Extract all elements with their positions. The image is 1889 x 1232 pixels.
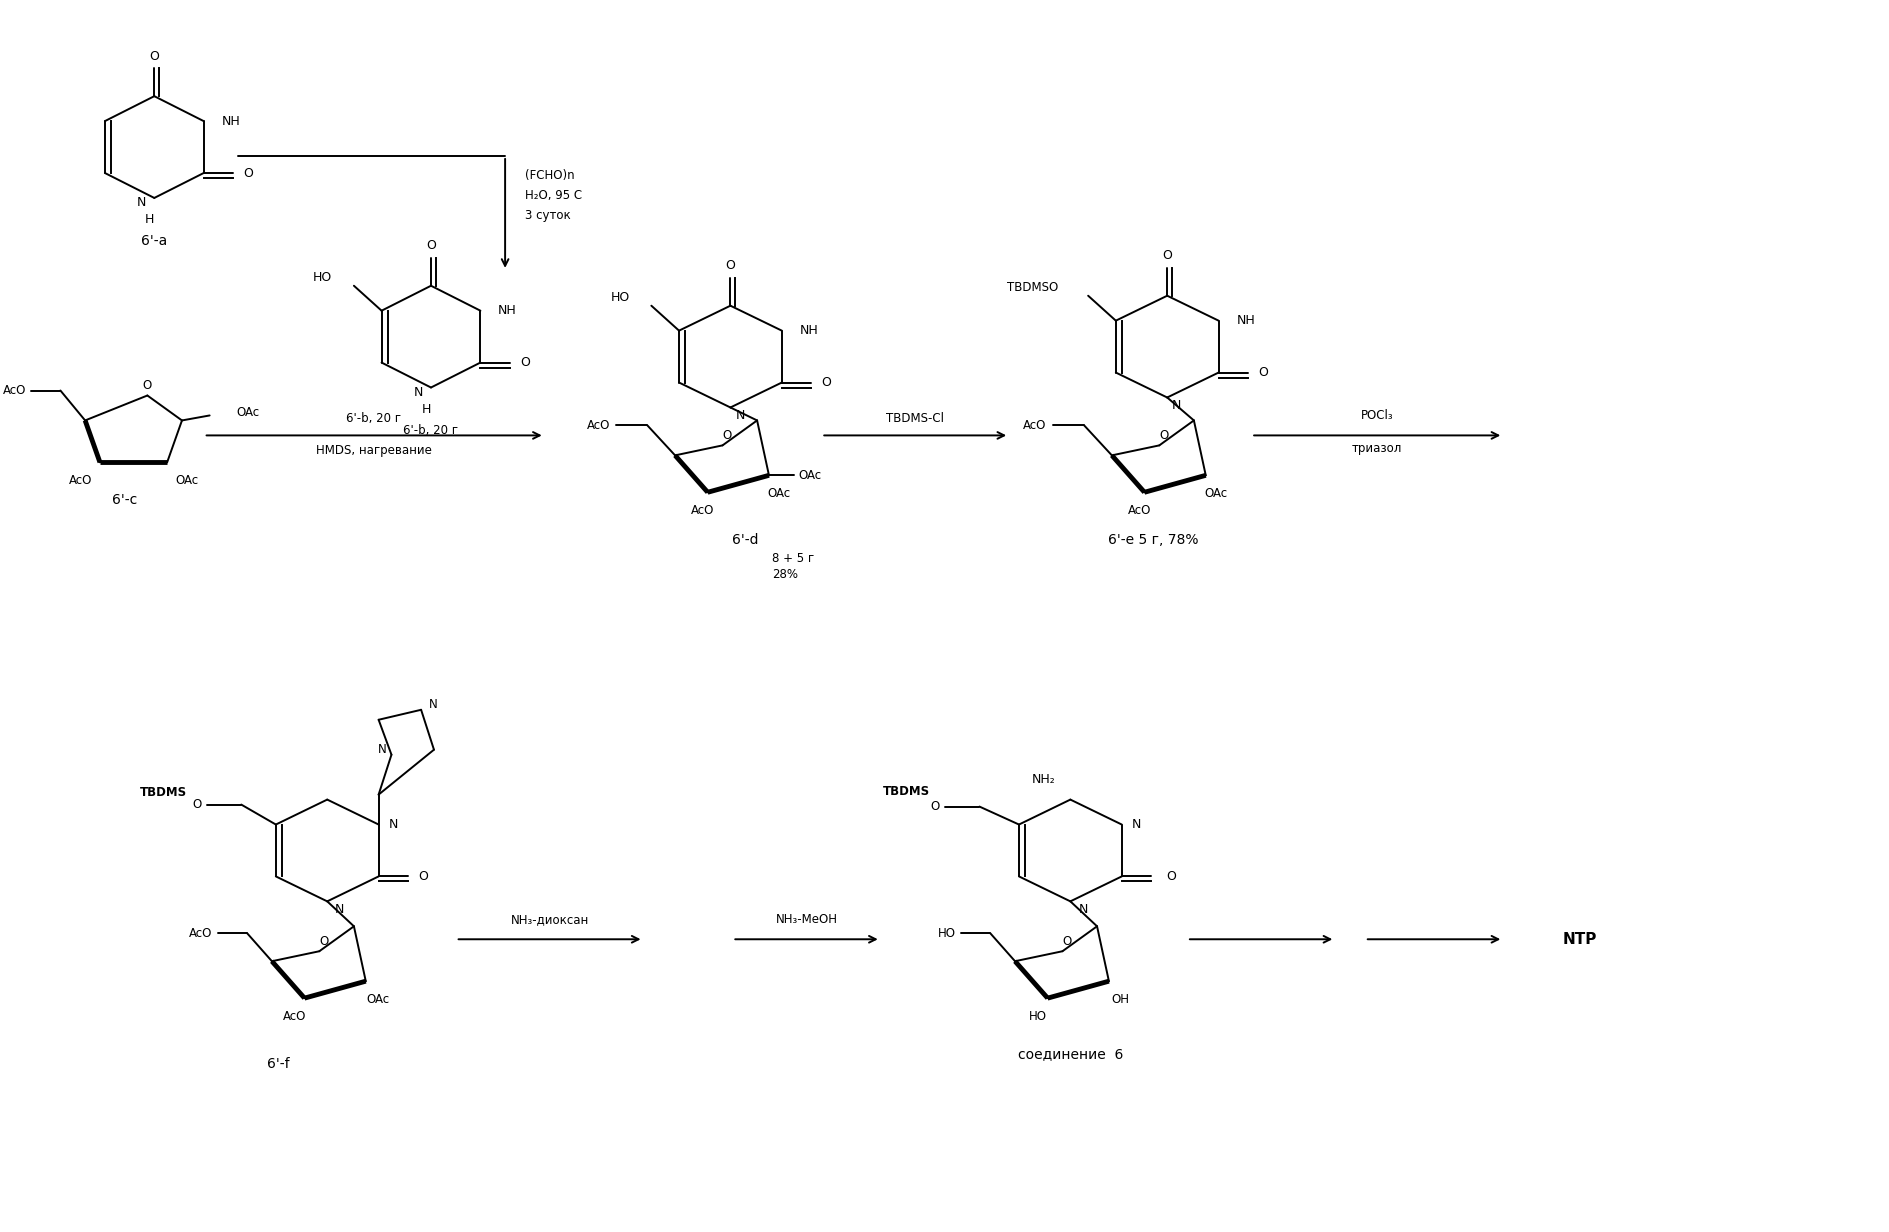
Text: HO: HO [937, 926, 956, 940]
Text: NH: NH [799, 324, 818, 338]
Text: NH₃-MeOH: NH₃-MeOH [776, 913, 837, 925]
Text: N: N [414, 386, 423, 399]
Text: POCl₃: POCl₃ [1360, 409, 1392, 421]
Text: OAc: OAc [176, 474, 198, 487]
Text: H: H [421, 403, 431, 416]
Text: HO: HO [314, 271, 332, 285]
Text: H₂O, 95 C: H₂O, 95 C [525, 190, 582, 202]
Text: 8 + 5 г: 8 + 5 г [773, 552, 814, 564]
Text: триазол: триазол [1351, 442, 1402, 455]
Text: NH: NH [1237, 314, 1254, 328]
Text: AcO: AcO [691, 504, 714, 516]
Text: NH: NH [221, 115, 240, 128]
Text: 6'-b, 20 г: 6'-b, 20 г [404, 424, 459, 437]
Text: N: N [334, 903, 344, 915]
Text: NH₃-диоксан: NH₃-диоксан [510, 913, 589, 925]
Text: OAc: OAc [236, 407, 259, 419]
Text: OH: OH [1113, 993, 1130, 1005]
Text: O: O [725, 259, 735, 272]
Text: HMDS, нагревание: HMDS, нагревание [315, 444, 431, 457]
Text: AcO: AcO [68, 474, 93, 487]
Text: OAc: OAc [366, 993, 389, 1005]
Text: 6'-b, 20 г: 6'-b, 20 г [346, 411, 400, 425]
Text: (FCHO)n: (FCHO)n [525, 170, 574, 182]
Text: AcO: AcO [2, 384, 26, 397]
Text: 6'-f: 6'-f [266, 1057, 289, 1071]
Text: TBDMS: TBDMS [882, 785, 929, 798]
Text: TBDMS-Cl: TBDMS-Cl [886, 411, 944, 425]
Text: 6'-c: 6'-c [111, 493, 138, 508]
Text: O: O [319, 935, 329, 947]
Text: O: O [144, 379, 151, 392]
Text: N: N [1132, 818, 1141, 832]
Text: AcO: AcO [586, 419, 610, 432]
Text: TBDMSO: TBDMSO [1007, 281, 1058, 294]
Text: O: O [822, 376, 831, 389]
Text: O: O [931, 800, 941, 813]
Text: OAc: OAc [767, 487, 790, 500]
Text: H: H [145, 213, 155, 227]
Text: O: O [427, 239, 436, 253]
Text: N: N [378, 743, 387, 756]
Text: AcO: AcO [1024, 419, 1047, 432]
Text: 28%: 28% [773, 568, 797, 580]
Text: O: O [723, 429, 733, 442]
Text: NH₂: NH₂ [1031, 774, 1056, 786]
Text: 6'-e 5 г, 78%: 6'-e 5 г, 78% [1109, 533, 1198, 547]
Text: TBDMS: TBDMS [140, 786, 187, 800]
Text: AcO: AcO [283, 1009, 306, 1023]
Text: O: O [149, 49, 159, 63]
Text: AcO: AcO [1128, 504, 1150, 516]
Text: AcO: AcO [189, 926, 213, 940]
Text: OAc: OAc [1203, 487, 1228, 500]
Text: O: O [519, 356, 529, 370]
Text: 6'-a: 6'-a [142, 234, 168, 248]
Text: N: N [735, 409, 744, 421]
Text: O: O [1064, 935, 1073, 947]
Text: 3 суток: 3 суток [525, 209, 570, 223]
Text: N: N [1079, 903, 1088, 915]
Text: N: N [429, 699, 438, 711]
Text: N: N [138, 196, 145, 209]
Text: O: O [1160, 429, 1169, 442]
Text: N: N [1173, 399, 1181, 411]
Text: NTP: NTP [1562, 931, 1596, 946]
Text: соединение  6: соединение 6 [1018, 1047, 1124, 1061]
Text: O: O [1162, 249, 1173, 262]
Text: O: O [193, 798, 202, 811]
Text: 6'-d: 6'-d [733, 533, 759, 547]
Text: O: O [1166, 870, 1177, 883]
Text: N: N [389, 818, 399, 832]
Text: HO: HO [1030, 1009, 1047, 1023]
Text: NH: NH [499, 304, 518, 317]
Text: HO: HO [610, 291, 629, 304]
Text: O: O [1258, 366, 1268, 379]
Text: O: O [244, 166, 253, 180]
Text: O: O [417, 870, 429, 883]
Text: OAc: OAc [799, 469, 822, 482]
